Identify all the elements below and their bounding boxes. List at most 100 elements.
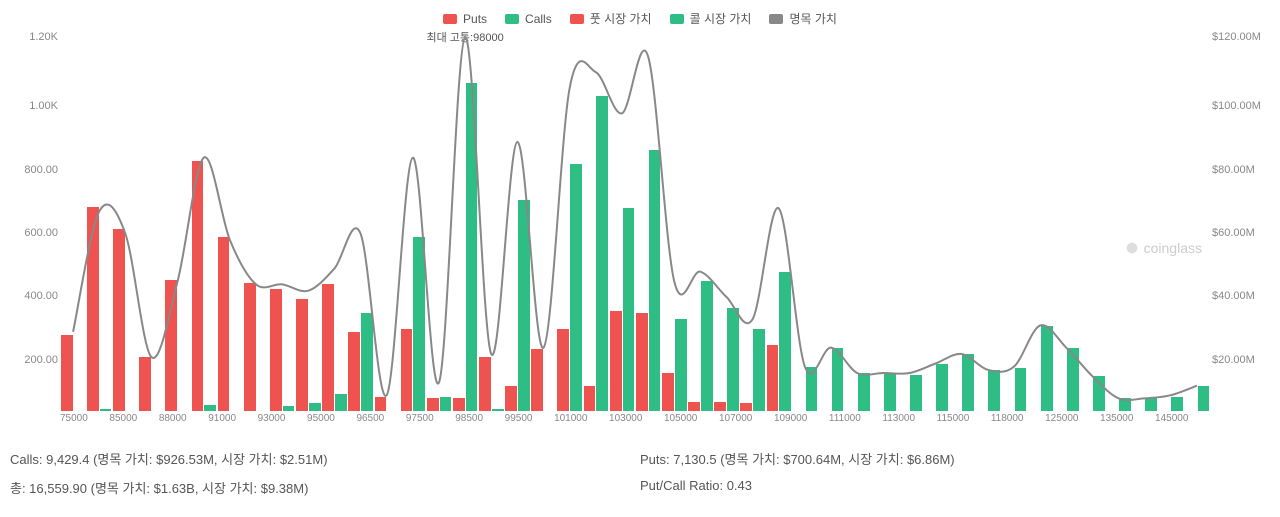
bar-group[interactable]	[583, 31, 609, 411]
legend-puts[interactable]: Puts	[443, 10, 487, 27]
x-tick: 107000	[719, 413, 752, 431]
bar-group[interactable]	[531, 31, 557, 411]
bar-group[interactable]	[975, 31, 1001, 411]
legend-calls[interactable]: Calls	[505, 10, 552, 27]
bar-group[interactable]	[165, 31, 191, 411]
puts-bar	[322, 284, 334, 411]
x-tick	[483, 413, 505, 431]
bar-group[interactable]	[478, 31, 504, 411]
bar-group[interactable]	[557, 31, 583, 411]
calls-bar	[309, 403, 321, 411]
bar-group[interactable]	[635, 31, 661, 411]
bar-group[interactable]	[504, 31, 530, 411]
legend-call-mv[interactable]: 콜 시장 가치	[670, 10, 752, 27]
calls-bar	[858, 373, 870, 411]
bar-group[interactable]	[844, 31, 870, 411]
calls-bar	[1067, 348, 1079, 411]
legend-notional[interactable]: 명목 가치	[769, 10, 837, 27]
puts-bar	[714, 402, 726, 412]
bar-group[interactable]	[138, 31, 164, 411]
x-tick	[532, 413, 554, 431]
legend-put-mv[interactable]: 풋 시장 가치	[570, 10, 652, 27]
bar-group[interactable]	[348, 31, 374, 411]
x-tick: 98500	[455, 413, 483, 431]
calls-bar	[701, 281, 713, 411]
calls-bar	[727, 308, 739, 411]
bar-group[interactable]	[949, 31, 975, 411]
bar-group[interactable]	[321, 31, 347, 411]
x-tick	[384, 413, 406, 431]
legend: Puts Calls 풋 시장 가치 콜 시장 가치 명목 가치	[10, 10, 1270, 27]
bar-group[interactable]	[687, 31, 713, 411]
bar-group[interactable]	[374, 31, 400, 411]
bar-group[interactable]	[1158, 31, 1184, 411]
bar-group[interactable]	[86, 31, 112, 411]
bar-group[interactable]	[740, 31, 766, 411]
bar-group[interactable]	[112, 31, 138, 411]
puts-bar	[636, 313, 648, 411]
x-tick	[1188, 413, 1210, 431]
legend-label: Calls	[525, 12, 552, 26]
puts-bar	[557, 329, 569, 411]
x-axis: 7500085000880009100093000950009650097500…	[60, 413, 1210, 431]
bar-group[interactable]	[1001, 31, 1027, 411]
x-tick	[434, 413, 456, 431]
bar-group[interactable]	[191, 31, 217, 411]
bar-group[interactable]	[923, 31, 949, 411]
bar-group[interactable]	[1106, 31, 1132, 411]
stats-left: Calls: 9,429.4 (명목 가치: $926.53M, 시장 가치: …	[10, 449, 640, 507]
bar-group[interactable]	[897, 31, 923, 411]
bar-group[interactable]	[870, 31, 896, 411]
calls-bar	[962, 354, 974, 411]
bar-group[interactable]	[452, 31, 478, 411]
x-tick	[752, 413, 774, 431]
bar-group[interactable]	[1079, 31, 1105, 411]
bar-group[interactable]	[1184, 31, 1210, 411]
calls-bar	[596, 96, 608, 411]
bar-group[interactable]	[792, 31, 818, 411]
bar-group[interactable]	[766, 31, 792, 411]
x-tick: 109000	[774, 413, 807, 431]
puts-bar	[139, 357, 151, 411]
x-tick	[1078, 413, 1100, 431]
bar-group[interactable]	[1027, 31, 1053, 411]
x-tick	[969, 413, 991, 431]
bar-group[interactable]	[400, 31, 426, 411]
puts-bar	[479, 357, 491, 411]
bar-group[interactable]	[243, 31, 269, 411]
bar-group[interactable]	[295, 31, 321, 411]
calls-bar	[361, 313, 373, 411]
puts-bar	[165, 280, 177, 411]
bar-group[interactable]	[714, 31, 740, 411]
bar-group[interactable]	[426, 31, 452, 411]
bar-group[interactable]	[1053, 31, 1079, 411]
puts-bar	[767, 345, 779, 412]
bar-group[interactable]	[60, 31, 86, 411]
x-tick: 111000	[829, 413, 861, 431]
x-tick: 96500	[356, 413, 384, 431]
bar-group[interactable]	[818, 31, 844, 411]
calls-bar	[283, 406, 295, 411]
options-chart: Puts Calls 풋 시장 가치 콜 시장 가치 명목 가치 1.20K1.…	[10, 10, 1270, 507]
x-tick	[1133, 413, 1155, 431]
puts-bar	[453, 398, 465, 411]
calls-bar	[753, 329, 765, 411]
bar-group[interactable]	[1132, 31, 1158, 411]
stats-right: Puts: 7,130.5 (명목 가치: $700.64M, 시장 가치: $…	[640, 449, 1270, 507]
x-tick: 118000	[991, 413, 1024, 431]
calls-bar	[832, 348, 844, 411]
x-tick: 93000	[258, 413, 286, 431]
total-summary: 총: 16,559.90 (명목 가치: $1.63B, 시장 가치: $9.3…	[10, 478, 640, 497]
bars-container	[60, 31, 1210, 411]
bar-group[interactable]	[269, 31, 295, 411]
calls-bar	[1171, 397, 1183, 411]
bar-group[interactable]	[609, 31, 635, 411]
x-tick	[915, 413, 937, 431]
puts-bar	[688, 402, 700, 412]
calls-bar	[806, 367, 818, 411]
bar-group[interactable]	[661, 31, 687, 411]
calls-bar	[936, 364, 948, 412]
calls-bar	[1145, 398, 1157, 411]
bar-group[interactable]	[217, 31, 243, 411]
x-tick: 135000	[1100, 413, 1133, 431]
